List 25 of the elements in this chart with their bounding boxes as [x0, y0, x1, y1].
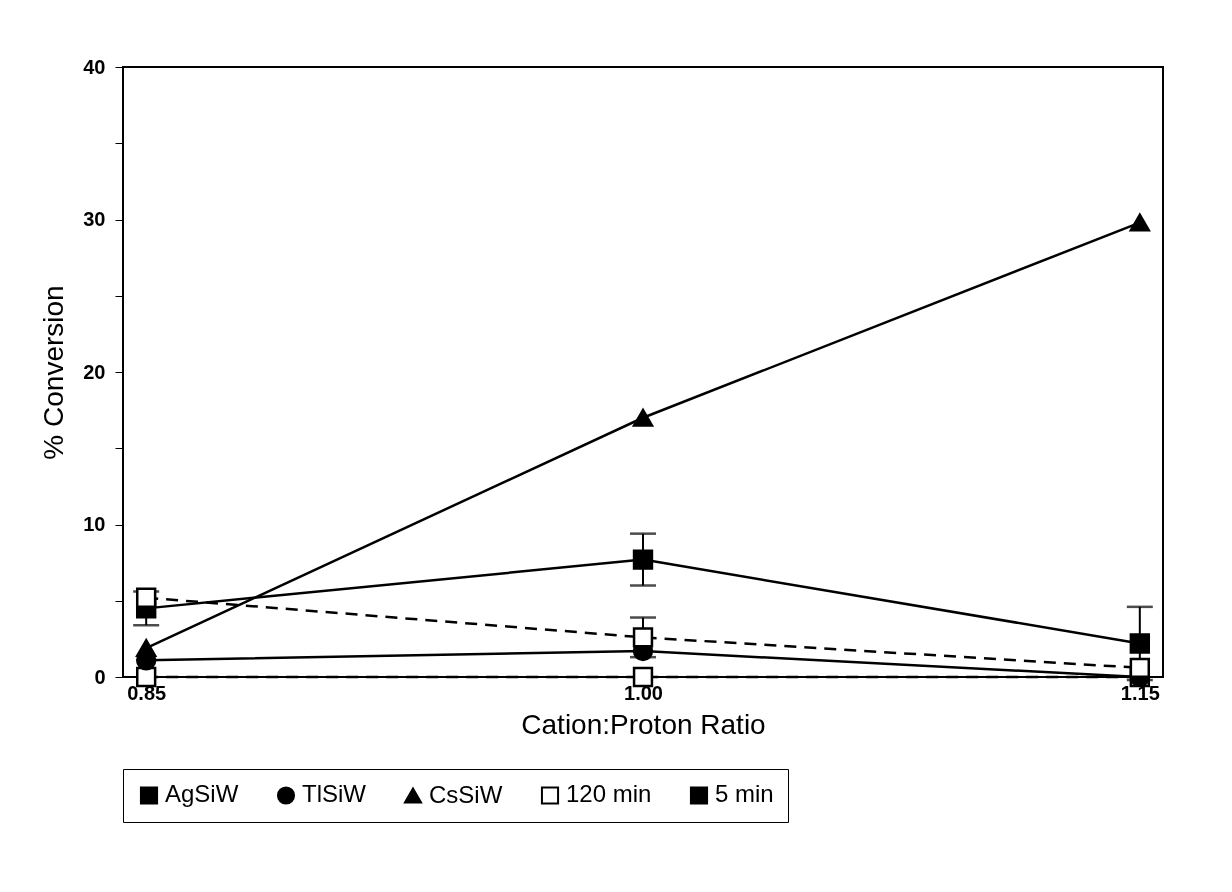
x-axis-title: Cation:Proton Ratio — [521, 708, 766, 740]
point — [632, 549, 654, 570]
legend-label: 5 min — [715, 780, 774, 808]
point — [632, 627, 654, 648]
y-tick-label: 10 — [83, 513, 106, 535]
point — [632, 666, 654, 688]
point — [135, 587, 157, 608]
y-axis-title: % Conversion — [38, 285, 70, 460]
point — [135, 666, 157, 688]
legend-label: CsSiW — [429, 780, 503, 808]
y-tick-label: 30 — [83, 208, 106, 230]
point — [1129, 633, 1151, 654]
x-tick-label: 1.00 — [624, 681, 663, 704]
point — [632, 408, 654, 427]
legend-label: 120 min — [566, 780, 652, 808]
legend-label: AgSiW — [165, 780, 239, 808]
legend-label: TlSiW — [302, 780, 367, 808]
point — [135, 639, 157, 658]
y-tick-label: 40 — [83, 55, 106, 78]
x-tick-label: 0.85 — [127, 681, 167, 704]
point — [1129, 213, 1151, 232]
y-tick-label: 0 — [94, 665, 106, 688]
point — [1129, 657, 1151, 679]
y-tick-label: 20 — [83, 360, 106, 383]
x-tick-label: 1.15 — [1120, 681, 1160, 704]
